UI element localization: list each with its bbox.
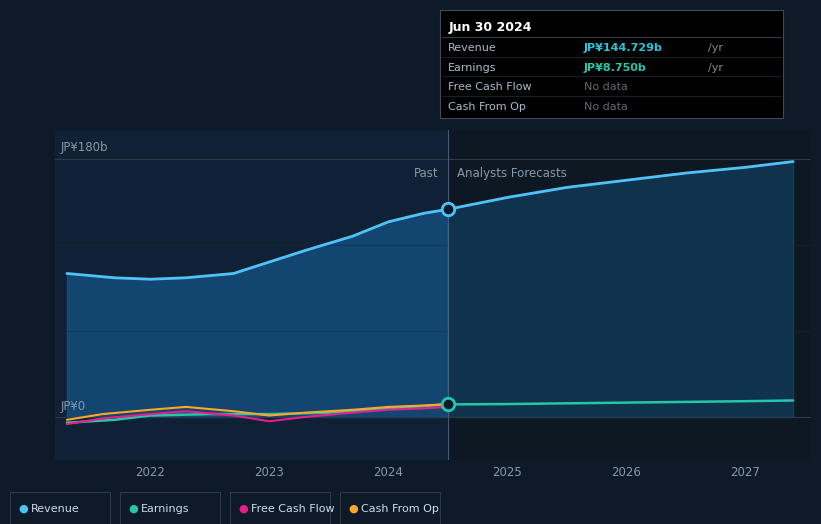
- Bar: [448, 130, 811, 460]
- Text: Earnings: Earnings: [448, 62, 497, 72]
- Text: ●: ●: [18, 504, 28, 514]
- Text: /yr: /yr: [708, 62, 722, 72]
- Text: /yr: /yr: [708, 43, 722, 53]
- Text: ●: ●: [128, 504, 138, 514]
- Bar: [55, 130, 448, 460]
- Text: JP¥180b: JP¥180b: [61, 141, 108, 155]
- Text: Analysts Forecasts: Analysts Forecasts: [457, 167, 567, 180]
- Text: Cash From Op: Cash From Op: [448, 102, 526, 112]
- Text: Cash From Op: Cash From Op: [360, 504, 438, 514]
- Text: JP¥0: JP¥0: [61, 400, 86, 413]
- Text: ●: ●: [238, 504, 248, 514]
- Text: Earnings: Earnings: [140, 504, 189, 514]
- Text: JP¥144.729b: JP¥144.729b: [584, 43, 663, 53]
- Text: No data: No data: [584, 102, 628, 112]
- Text: Past: Past: [414, 167, 438, 180]
- Text: Free Cash Flow: Free Cash Flow: [250, 504, 334, 514]
- Text: No data: No data: [584, 82, 628, 92]
- Text: ●: ●: [348, 504, 358, 514]
- Text: Revenue: Revenue: [448, 43, 497, 53]
- Text: Revenue: Revenue: [30, 504, 80, 514]
- Text: Jun 30 2024: Jun 30 2024: [448, 21, 532, 34]
- Text: Free Cash Flow: Free Cash Flow: [448, 82, 532, 92]
- Text: JP¥8.750b: JP¥8.750b: [584, 62, 647, 72]
